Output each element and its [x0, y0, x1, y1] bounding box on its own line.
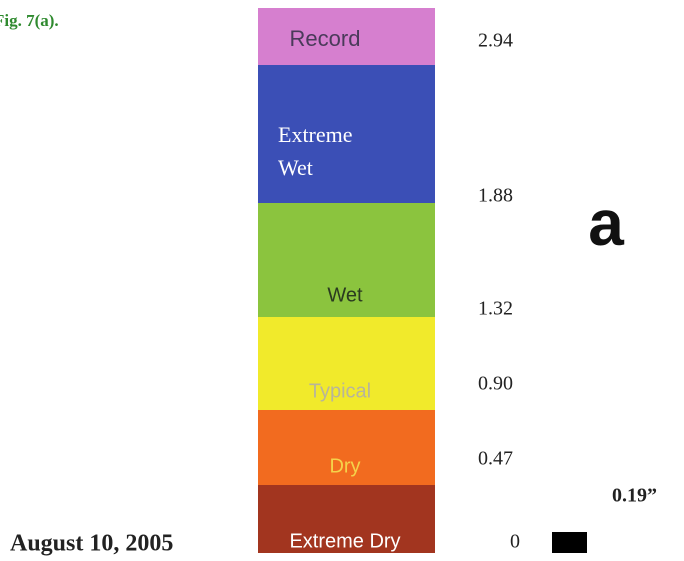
- threshold-value: 0: [510, 531, 520, 553]
- scale-segment: [258, 8, 435, 65]
- date: August 10, 2005: [10, 531, 173, 557]
- swatch: [552, 532, 587, 553]
- segment-label: Wet: [327, 284, 363, 306]
- panel-label: a: [588, 187, 624, 259]
- scale-segment: [258, 410, 435, 485]
- figure-label: Fig. 7(a).: [0, 11, 59, 30]
- threshold-value: 0.90: [478, 373, 513, 395]
- scale-segment: [258, 203, 435, 317]
- swatch-label: 0.19”: [612, 485, 657, 507]
- threshold-value: 1.32: [478, 298, 513, 320]
- threshold-value: 1.88: [478, 185, 513, 207]
- scale-segment: [258, 317, 435, 410]
- scale-segment: [258, 65, 435, 203]
- segment-label: Record: [290, 26, 361, 51]
- threshold-value: 0.47: [478, 448, 513, 470]
- segment-label: Dry: [329, 455, 360, 477]
- segment-label: Wet: [278, 155, 313, 180]
- threshold-value: 2.94: [478, 30, 513, 52]
- scale-segment: [258, 485, 435, 553]
- segment-label: Typical: [309, 380, 371, 402]
- segment-label: Extreme Dry: [289, 530, 400, 552]
- segment-label: Extreme: [278, 122, 353, 147]
